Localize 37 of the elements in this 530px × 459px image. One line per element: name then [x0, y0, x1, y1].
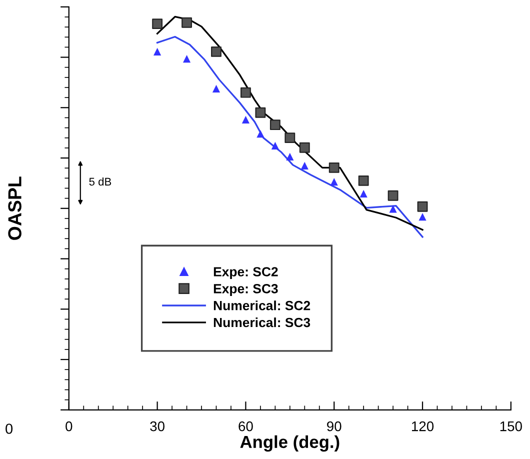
point	[182, 17, 192, 28]
legend-label: Expe: SC3	[214, 284, 278, 296]
point	[211, 46, 222, 57]
point	[256, 130, 264, 138]
annotation: 5 dB	[89, 177, 112, 186]
x-tick-label: 60	[238, 421, 253, 432]
point	[212, 84, 220, 92]
legend-label: Numerical: SC3	[214, 317, 310, 328]
point	[299, 142, 310, 153]
point	[418, 213, 426, 221]
point	[300, 162, 308, 170]
point	[358, 175, 369, 186]
x-tick-label: 120	[412, 421, 434, 432]
legend-label: Expe: SC2	[214, 267, 278, 280]
point	[182, 54, 191, 63]
point	[152, 18, 163, 30]
point	[270, 120, 280, 130]
legend-label: Numerical: SC2	[214, 300, 310, 310]
x-tick-label: 30	[150, 421, 164, 432]
point	[417, 201, 428, 212]
point	[328, 162, 340, 173]
point	[388, 190, 398, 201]
point	[255, 107, 266, 118]
point	[286, 152, 294, 160]
point	[284, 132, 296, 144]
point	[154, 48, 162, 56]
point	[330, 178, 338, 186]
point	[360, 190, 368, 198]
point	[271, 142, 279, 150]
x-tick-label: 150	[500, 421, 522, 432]
point	[240, 87, 251, 98]
x-tick-label: 0	[66, 421, 72, 432]
y-axis-title: OASPL	[8, 176, 22, 240]
point	[242, 116, 250, 124]
point	[389, 205, 397, 213]
x-tick-label: 90	[327, 421, 342, 432]
x-axis-title: Angle (deg.)	[240, 435, 340, 452]
